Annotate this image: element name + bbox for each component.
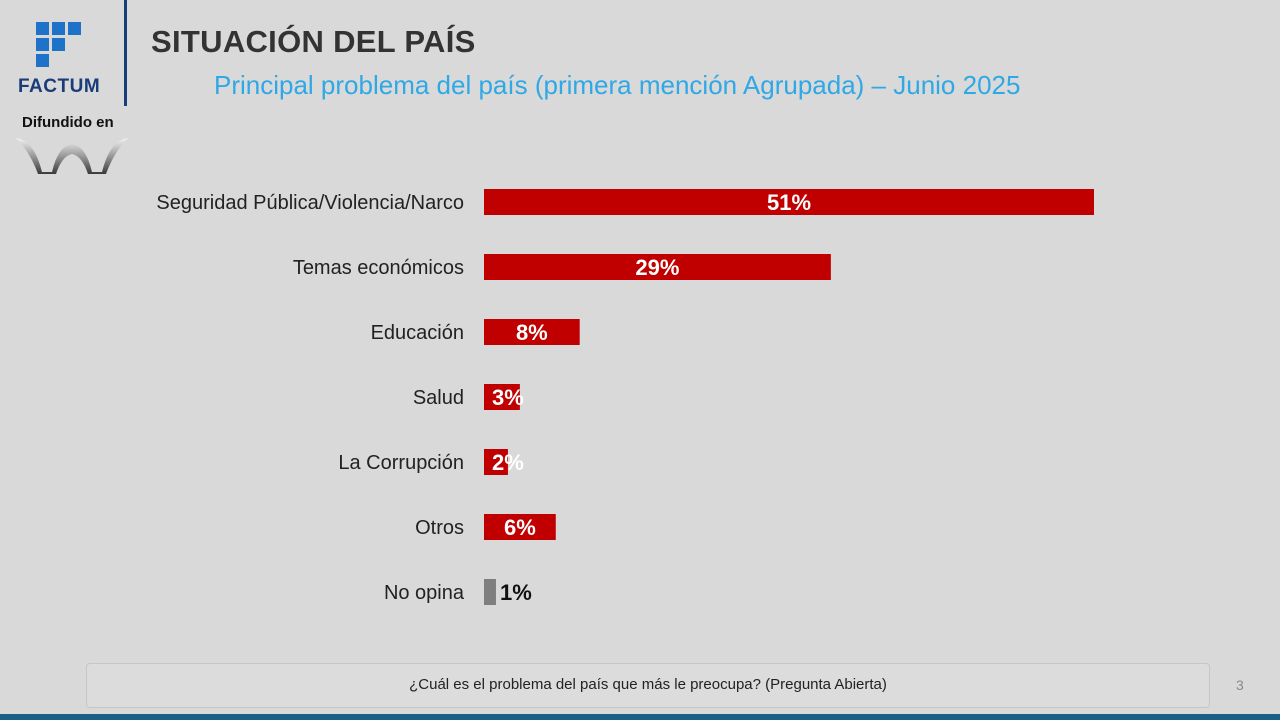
bar [484,579,496,605]
bar [484,189,1094,215]
bottom-accent-bar [0,714,1280,720]
data-label: 1% [500,580,532,605]
bar [484,254,831,280]
category-label: Temas económicos [293,257,464,279]
bar [484,384,520,410]
category-label: Salud [413,387,464,409]
category-label: La Corrupción [338,452,464,474]
factum-logo-mark-icon [36,22,81,67]
data-label: 29% [635,255,679,280]
bar [484,449,508,475]
data-label: 6% [504,515,536,540]
page-number: 3 [1236,677,1244,693]
category-label: No opina [384,582,465,604]
page-title: SITUACIÓN DEL PAÍS [151,24,476,59]
survey-question: ¿Cuál es el problema del país que más le… [409,676,887,693]
data-label: 2% [492,450,524,475]
category-label: Otros [415,517,464,539]
question-footer: ¿Cuál es el problema del país que más le… [86,663,1210,708]
data-label: 8% [516,320,548,345]
category-label: Seguridad Pública/Violencia/Narco [156,192,464,214]
category-label: Educación [371,322,464,344]
bar [484,319,580,345]
header-divider [124,0,127,106]
data-label: 51% [767,190,811,215]
w-media-logo-icon [16,138,128,174]
data-label: 3% [492,385,524,410]
difundido-label: Difundido en [22,114,114,131]
bar [484,514,556,540]
chart-subtitle: Principal problema del país (primera men… [214,70,1021,100]
brand-name: FACTUM [18,76,101,97]
